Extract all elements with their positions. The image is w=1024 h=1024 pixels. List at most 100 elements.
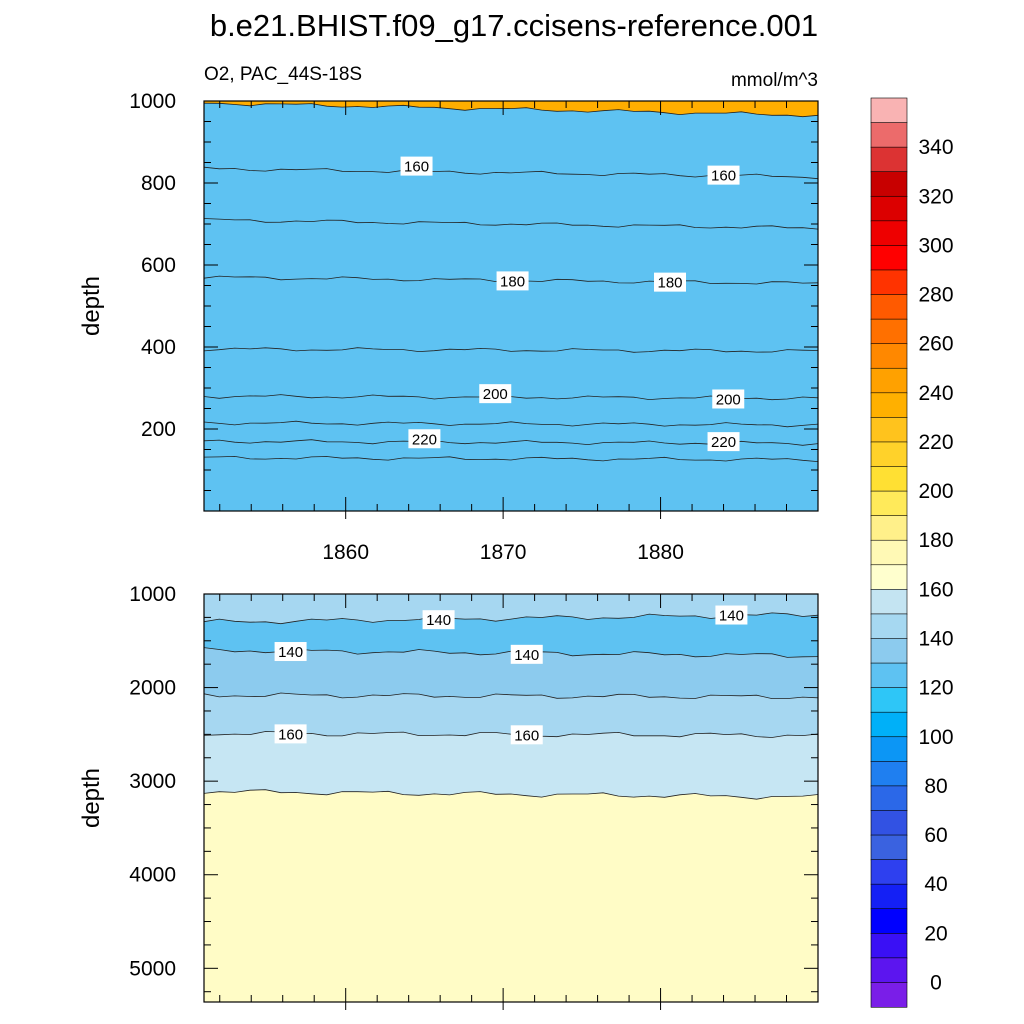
colorbar-label: 120 (918, 677, 953, 700)
y-tick-label: 2000 (129, 677, 176, 700)
contour-line (204, 692, 818, 699)
units-label: mmol/m^3 (731, 70, 818, 91)
y-tick-label: 200 (141, 418, 176, 441)
colorbar-swatch (870, 245, 908, 271)
contour-label: 140 (514, 647, 539, 664)
x-tick-label: 1870 (480, 541, 527, 564)
colorbar-label: 240 (918, 382, 953, 405)
contour-label: 140 (426, 612, 451, 629)
y-tick-label: 600 (141, 254, 176, 277)
lower-panel: 140 140 140 140 160 160 1000 2000 3000 4000 5000 de… (78, 583, 819, 1010)
contour-label-box (510, 725, 543, 745)
colorbar-swatch (870, 761, 908, 787)
contour-label: 160 (278, 726, 303, 743)
colorbar-swatch (870, 908, 908, 934)
contour-line (204, 420, 818, 428)
contour-band (204, 789, 818, 1002)
colorbar-swatch (870, 785, 908, 812)
colorbar-swatch (870, 367, 908, 394)
colorbar-swatch (870, 711, 908, 738)
colorbar-swatch (870, 392, 908, 418)
colorbar-swatch (870, 932, 908, 959)
contour-label-box (654, 272, 687, 292)
colorbar-swatch (870, 810, 908, 836)
colorbar-label: 200 (918, 480, 953, 503)
contour-label: 160 (711, 168, 736, 185)
contour-line (204, 455, 818, 462)
y-tick-label: 400 (141, 336, 176, 359)
colorbar-swatch (870, 564, 908, 590)
colorbar-label: 140 (918, 627, 953, 650)
colorbar-swatch (870, 195, 908, 222)
contour-label-box (712, 389, 745, 409)
y-axis-label: depth (78, 768, 105, 828)
colorbar-label: 180 (918, 529, 953, 552)
x-tick-label: 1880 (637, 541, 684, 564)
contour-label-box (408, 429, 441, 449)
y-tick-label: 1000 (129, 90, 176, 113)
colorbar-label: 340 (918, 136, 953, 159)
colorbar-swatch (870, 318, 908, 345)
colorbar-swatch (870, 982, 908, 1008)
contour-label: 220 (412, 431, 437, 448)
colorbar-label: 100 (918, 726, 953, 749)
contour-label: 200 (716, 391, 741, 408)
colorbar-swatch (870, 269, 908, 296)
contour-label: 220 (711, 434, 736, 451)
colorbar-label: 80 (924, 775, 947, 798)
contour-label-box (510, 644, 543, 664)
contour-label-box (496, 271, 529, 291)
contour-label-box (715, 605, 748, 625)
colorbar-swatch (870, 220, 908, 247)
contour-label: 160 (404, 159, 429, 176)
colorbar-swatch (870, 417, 908, 443)
colorbar-label: 60 (924, 824, 947, 847)
colorbar-swatch (870, 490, 908, 517)
contour-label-box (274, 724, 307, 744)
x-tick-label: 1860 (322, 541, 369, 564)
colorbar-swatch (870, 736, 908, 762)
colorbar-swatch (870, 687, 908, 713)
colorbar-swatch (870, 515, 908, 541)
contour-line (204, 102, 818, 118)
y-tick-label: 5000 (129, 957, 176, 980)
contour-label-box (274, 642, 307, 662)
contour-label: 140 (719, 608, 744, 625)
colorbar: 3403203002802602402202001801601401201008… (870, 97, 954, 1008)
colorbar-swatch (870, 589, 908, 615)
colorbar-label: 20 (924, 922, 947, 945)
colorbar-label: 260 (918, 333, 953, 356)
colorbar-swatch (870, 834, 908, 861)
contour-line (204, 789, 818, 800)
colorbar-label: 280 (918, 284, 953, 307)
colorbar-label: 320 (918, 185, 953, 208)
contour-line (204, 218, 818, 230)
contour-label: 140 (278, 644, 303, 661)
contour-line (204, 347, 818, 353)
y-tick-label: 1000 (129, 583, 176, 606)
y-tick-label: 800 (141, 172, 176, 195)
colorbar-label: 300 (918, 234, 953, 257)
colorbar-label: 40 (924, 873, 947, 896)
colorbar-swatch (870, 343, 908, 369)
colorbar-swatch (870, 957, 908, 984)
contour-label: 180 (657, 275, 682, 292)
y-axis-label: depth (78, 276, 105, 336)
plot-frame (203, 593, 819, 1003)
figure-title: b.e21.BHIST.f09_g17.ccisens-reference.00… (210, 8, 818, 43)
colorbar-swatch (870, 662, 908, 689)
contour-label-box (707, 165, 740, 185)
colorbar-label: 0 (930, 971, 942, 994)
contour-label-box (479, 384, 512, 404)
colorbar-swatch (870, 883, 908, 910)
contour-label-box (400, 156, 433, 176)
contour-label-box (707, 432, 740, 452)
colorbar-swatch (870, 466, 908, 492)
upper-panel: 220 220 200 200 180 180 160 160 200 400 600 800 1000… (78, 90, 819, 564)
colorbar-label: 160 (918, 578, 953, 601)
colorbar-swatch (870, 294, 908, 320)
colorbar-label: 220 (918, 431, 953, 454)
contour-label: 160 (514, 727, 539, 744)
colorbar-swatch (870, 171, 908, 197)
colorbar-swatch (870, 441, 908, 468)
